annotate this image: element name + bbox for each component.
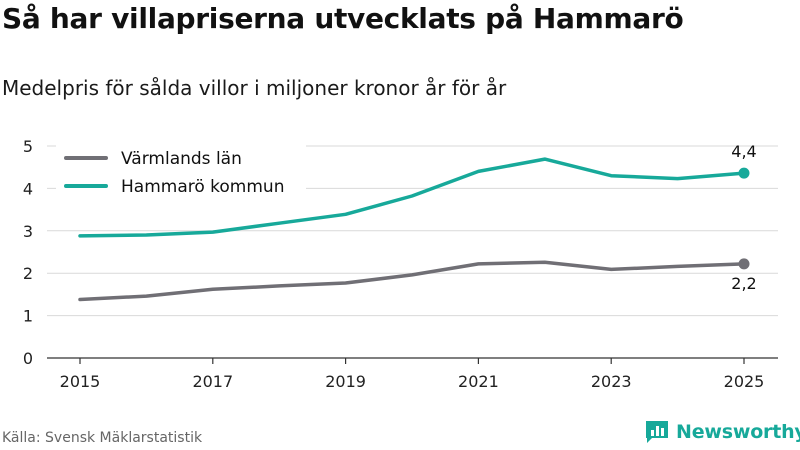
x-tick-label: 2019	[325, 372, 366, 391]
series-end-point	[738, 167, 750, 179]
legend-label: Värmlands län	[121, 149, 242, 169]
end-value-label: 4,4	[731, 142, 756, 161]
brand-name: Newsworthy	[676, 421, 800, 443]
x-tick-label: 2015	[60, 372, 101, 391]
x-tick-label: 2023	[591, 372, 632, 391]
end-labels: 2,2 4,4	[731, 142, 756, 293]
x-tick-label: 2021	[458, 372, 499, 391]
series-line-hammaro-kommun	[78, 157, 746, 238]
y-tick-label: 5	[23, 137, 33, 156]
y-tick-label: 3	[23, 222, 33, 241]
chart-subtitle: Medelpris för sålda villor i miljoner kr…	[2, 76, 507, 100]
legend-label: Hammarö kommun	[121, 177, 284, 197]
source-note: Källa: Svensk Mäklarstatistik	[2, 430, 203, 446]
legend: Värmlands län Hammarö kommun	[56, 143, 306, 201]
y-tick-label: 1	[23, 307, 33, 326]
y-tick-label: 4	[23, 179, 33, 198]
y-axis-ticks: 0 1 2 3 4 5	[23, 137, 33, 368]
legend-background	[56, 143, 306, 201]
chart-title: Så har villapriserna utvecklats på Hamma…	[2, 2, 684, 35]
y-tick-label: 2	[23, 264, 33, 283]
end-value-label: 2,2	[731, 274, 756, 293]
y-tick-label: 0	[23, 349, 33, 368]
bar-chart-logo-icon	[646, 421, 668, 443]
x-tick-label: 2025	[724, 372, 765, 391]
series-end-point	[738, 258, 750, 270]
x-tick-label: 2017	[192, 372, 233, 391]
x-axis-ticks: 2015 2017 2019 2021 2023 2025	[60, 358, 765, 391]
series-lines	[78, 157, 750, 302]
brand-logo[interactable]: Newsworthy	[644, 420, 800, 444]
series-line-varmlands-lan	[78, 260, 746, 302]
